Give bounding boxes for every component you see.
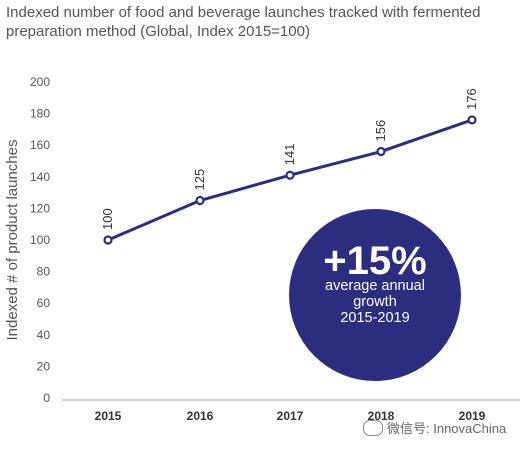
growth-callout: +15% average annual growth 2015-2019 (289, 209, 461, 381)
y-tick-label: 60 (37, 296, 51, 310)
callout-headline: +15% (323, 239, 426, 283)
x-axis: 2015 2016 2017 2018 2019 (95, 409, 486, 423)
y-tick-label: 180 (30, 107, 50, 121)
y-axis-label: Indexed # of product launches (4, 140, 21, 341)
x-tick-label: 2019 (459, 409, 486, 423)
y-axis: 0 20 40 60 80 100 120 140 160 180 200 (30, 75, 50, 405)
y-tick-label: 160 (30, 138, 50, 152)
x-tick-label: 2017 (277, 409, 304, 423)
data-label: 156 (373, 120, 388, 142)
data-label: 100 (100, 208, 115, 230)
data-point (376, 146, 386, 157)
y-tick-label: 100 (30, 233, 50, 247)
data-label: 176 (464, 88, 479, 110)
wechat-icon (363, 419, 383, 436)
chart-title: Indexed number of food and beverage laun… (6, 4, 481, 40)
x-tick-label: 2015 (95, 409, 122, 423)
y-tick-label: 140 (30, 170, 50, 184)
y-tick-label: 40 (37, 328, 51, 342)
y-tick-label: 120 (30, 201, 50, 215)
callout-line-3: 2015-2019 (340, 310, 409, 326)
data-point (467, 115, 477, 125)
data-label: 141 (282, 144, 297, 166)
x-tick-label: 2016 (187, 409, 214, 423)
watermark: 微信号: InnovaChina (363, 418, 506, 437)
y-tick-label: 0 (43, 391, 50, 405)
data-label: 125 (192, 169, 207, 191)
y-tick-label: 80 (37, 265, 51, 279)
data-point (285, 170, 295, 180)
callout-circle (289, 209, 461, 381)
y-tick-label: 20 (37, 359, 51, 373)
data-point (195, 195, 205, 206)
y-tick-label: 200 (30, 75, 50, 89)
watermark-text: 微信号: InnovaChina (387, 421, 507, 436)
callout-line-2: growth (353, 294, 397, 310)
data-point (103, 235, 113, 245)
callout-line-1: average annual (325, 278, 425, 294)
series-group: 100 125 141 156 176 (100, 88, 479, 245)
